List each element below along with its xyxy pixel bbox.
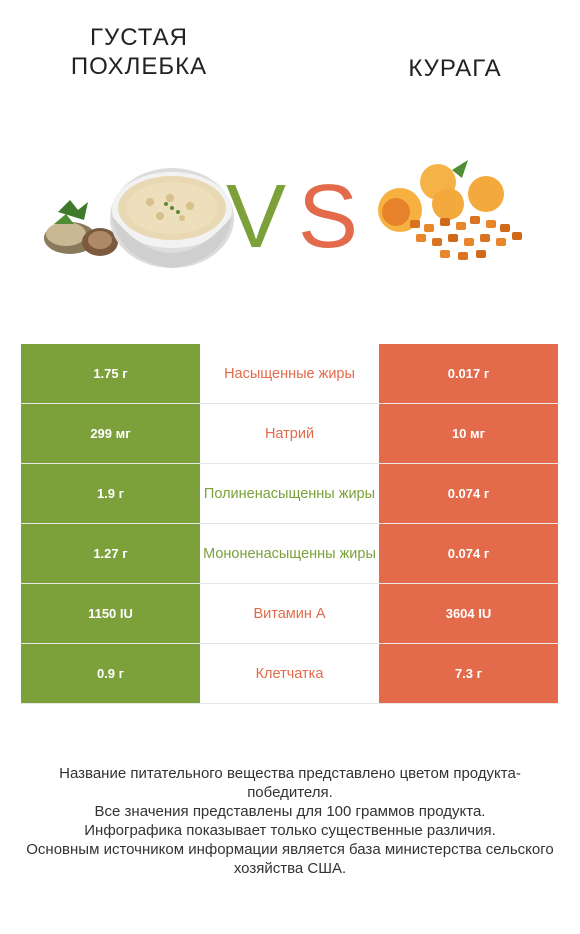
table-row: 1.75 г Насыщенные жиры 0.017 г (21, 344, 558, 404)
table-row: 299 мг Натрий 10 мг (21, 404, 558, 464)
right-value: 3604 IU (379, 584, 558, 643)
nutrient-label: Витамин А (253, 605, 326, 622)
apricot-image (378, 160, 522, 260)
nutrient-name: Насыщенные жиры (200, 344, 379, 403)
nutrient-label: Полиненасыщенны жиры (203, 485, 376, 502)
table-row: 1.9 г Полиненасыщенны жиры 0.074 г (21, 464, 558, 524)
nutrient-name: Витамин А (200, 584, 379, 643)
left-value: 1.9 г (21, 464, 200, 523)
left-value: 0.9 г (21, 644, 200, 703)
table-row: 1.27 г Мононенасыщенны жиры 0.074 г (21, 524, 558, 584)
hero-illustration (44, 160, 522, 268)
table-row: 1150 IU Витамин А 3604 IU (21, 584, 558, 644)
comparison-table: 1.75 г Насыщенные жиры 0.017 г 299 мг Натрий… (21, 344, 558, 704)
left-value: 299 мг (21, 404, 200, 463)
footer-line: Основным источником информации является … (26, 841, 554, 877)
footer-line: Инфографика показывает только существенн… (84, 822, 496, 839)
nutrient-name: Натрий (200, 404, 379, 463)
nutrient-label: Насыщенные жиры (224, 365, 355, 382)
nutrient-name: Клетчатка (200, 644, 379, 703)
table-row: 0.9 г Клетчатка 7.3 г (21, 644, 558, 704)
nutrient-label: Клетчатка (255, 665, 324, 682)
vs-letter-v: V (226, 167, 287, 267)
left-value: 1.75 г (21, 344, 200, 403)
nutrient-name: Мононенасыщенны жиры (200, 524, 379, 583)
footer-line: Название питательного вещества представл… (59, 765, 521, 801)
footer-line: Все значения представлены для 100 граммо… (94, 803, 486, 820)
chowder-image (44, 168, 234, 268)
nutrient-name: Полиненасыщенны жиры (200, 464, 379, 523)
right-value: 0.074 г (379, 524, 558, 583)
right-value: 10 мг (379, 404, 558, 463)
left-value: 1150 IU (21, 584, 200, 643)
left-product-title: ГУСТАЯ ПОХЛЕБКА (70, 24, 208, 80)
vs-letter-s: S (298, 167, 359, 267)
right-value: 0.017 г (379, 344, 558, 403)
right-product-title: КУРАГА (408, 55, 502, 82)
right-value: 7.3 г (379, 644, 558, 703)
nutrient-label: Натрий (264, 425, 315, 442)
left-value: 1.27 г (21, 524, 200, 583)
right-value: 0.074 г (379, 464, 558, 523)
footer-notes: Название питательного вещества представл… (20, 764, 560, 878)
nutrient-label: Мононенасыщенны жиры (203, 545, 376, 562)
